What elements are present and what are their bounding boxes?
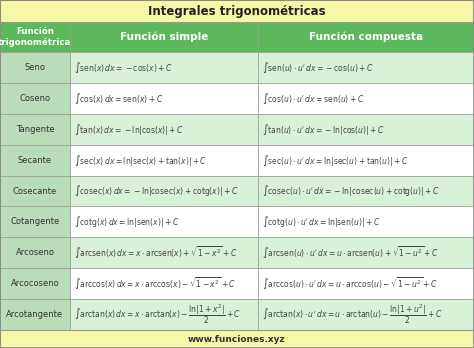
Text: Cotangente: Cotangente: [10, 218, 60, 227]
Text: Arcotangente: Arcotangente: [7, 310, 64, 319]
Bar: [0, 22, 70, 52]
Bar: [258, 52, 474, 83]
Text: $\int \mathrm{cosec}(x)\,dx = -\ln|\mathrm{cosec}(x) + \mathrm{cotg}(x)| + C$: $\int \mathrm{cosec}(x)\,dx = -\ln|\math…: [74, 183, 238, 198]
Text: www.funciones.xyz: www.funciones.xyz: [188, 334, 286, 343]
Text: $\int \mathrm{sec}(x)\,dx = \ln|\mathrm{sec}(x) + \tan(x)| + C$: $\int \mathrm{sec}(x)\,dx = \ln|\mathrm{…: [74, 153, 207, 168]
Text: $\int \arctan(x) \cdot u'\,dx = u \cdot \arctan(u) - \dfrac{\ln|1+u^2|}{2} + C$: $\int \arctan(x) \cdot u'\,dx = u \cdot …: [262, 303, 443, 326]
Bar: [258, 22, 474, 52]
Bar: [0, 330, 474, 348]
Text: $\int \mathrm{sen}(x)\,dx = -\cos(x) + C$: $\int \mathrm{sen}(x)\,dx = -\cos(x) + C…: [74, 60, 173, 75]
Text: Seno: Seno: [25, 63, 46, 72]
Bar: [0, 206, 70, 237]
Text: $\int \cos(u) \cdot u'\,dx = \mathrm{sen}(u) + C$: $\int \cos(u) \cdot u'\,dx = \mathrm{sen…: [262, 91, 365, 106]
Text: Arcoseno: Arcoseno: [16, 248, 55, 257]
Bar: [258, 237, 474, 268]
Bar: [0, 268, 70, 299]
Text: $\int \mathrm{sec}(u) \cdot u'\,dx = \ln|\mathrm{sec}(u) + \tan(u)| + C$: $\int \mathrm{sec}(u) \cdot u'\,dx = \ln…: [262, 153, 409, 168]
Text: $\int \mathrm{cotg}(u) \cdot u'\,dx = \ln|\mathrm{sen}(u)| + C$: $\int \mathrm{cotg}(u) \cdot u'\,dx = \l…: [262, 214, 381, 229]
Bar: [70, 145, 258, 175]
Text: $\int \tan(x)\,dx = -\ln|\cos(x)| + C$: $\int \tan(x)\,dx = -\ln|\cos(x)| + C$: [74, 122, 184, 137]
Bar: [70, 114, 258, 145]
Bar: [0, 299, 70, 330]
Text: $\int \arccos(x)\,dx = x \cdot \arccos(x) - \sqrt{1-x^2} + C$: $\int \arccos(x)\,dx = x \cdot \arccos(x…: [74, 275, 236, 292]
Text: Función
trigonométrica: Función trigonométrica: [0, 27, 72, 47]
Bar: [70, 83, 258, 114]
Text: Tangente: Tangente: [16, 125, 55, 134]
Bar: [258, 299, 474, 330]
Bar: [258, 206, 474, 237]
Bar: [0, 145, 70, 175]
Bar: [0, 52, 70, 83]
Bar: [258, 268, 474, 299]
Text: Secante: Secante: [18, 156, 52, 165]
Bar: [70, 52, 258, 83]
Text: $\int \arctan(x)\,dx = x \cdot \arctan(x) - \dfrac{\ln|1+x^2|}{2} + C$: $\int \arctan(x)\,dx = x \cdot \arctan(x…: [74, 303, 241, 326]
Bar: [70, 22, 258, 52]
Text: Integrales trigonométricas: Integrales trigonométricas: [148, 5, 326, 17]
Text: $\int \mathrm{cotg}(x)\,dx = \ln|\mathrm{sen}(x)| + C$: $\int \mathrm{cotg}(x)\,dx = \ln|\mathrm…: [74, 214, 180, 229]
Text: Función compuesta: Función compuesta: [309, 32, 423, 42]
Text: $\int \mathrm{sen}(u) \cdot u'\,dx = -\cos(u) + C$: $\int \mathrm{sen}(u) \cdot u'\,dx = -\c…: [262, 60, 374, 75]
Text: Cosecante: Cosecante: [13, 187, 57, 196]
Bar: [258, 114, 474, 145]
Bar: [70, 268, 258, 299]
Bar: [258, 145, 474, 175]
Bar: [70, 175, 258, 206]
Bar: [258, 175, 474, 206]
Bar: [70, 237, 258, 268]
Bar: [0, 83, 70, 114]
Text: $\int \tan(u) \cdot u'\,dx = -\ln|\cos(u)| + C$: $\int \tan(u) \cdot u'\,dx = -\ln|\cos(u…: [262, 122, 385, 137]
Bar: [258, 83, 474, 114]
Bar: [0, 0, 474, 22]
Bar: [0, 114, 70, 145]
Text: Función simple: Función simple: [120, 32, 208, 42]
Text: Arcocoseno: Arcocoseno: [10, 279, 59, 288]
Text: $\int \arccos(u) \cdot u'\,dx = u \cdot \arccos(u) - \sqrt{1-u^2} + C$: $\int \arccos(u) \cdot u'\,dx = u \cdot …: [262, 275, 438, 292]
Text: $\int \mathrm{arcsen}(u) \cdot u'\,dx = u \cdot \mathrm{arcsen}(u) + \sqrt{1-u^2: $\int \mathrm{arcsen}(u) \cdot u'\,dx = …: [262, 245, 439, 261]
Bar: [70, 206, 258, 237]
Text: $\int \cos(x)\,dx = \mathrm{sen}(x) + C$: $\int \cos(x)\,dx = \mathrm{sen}(x) + C$: [74, 91, 164, 106]
Bar: [70, 299, 258, 330]
Text: $\int \mathrm{arcsen}(x)\,dx = x \cdot \mathrm{arcsen}(x) + \sqrt{1-x^2} + C$: $\int \mathrm{arcsen}(x)\,dx = x \cdot \…: [74, 245, 237, 261]
Bar: [0, 175, 70, 206]
Bar: [0, 237, 70, 268]
Text: Coseno: Coseno: [19, 94, 51, 103]
Text: $\int \mathrm{cosec}(u) \cdot u'\,dx = -\ln|\mathrm{cosec}(u) + \mathrm{cotg}(u): $\int \mathrm{cosec}(u) \cdot u'\,dx = -…: [262, 183, 440, 198]
